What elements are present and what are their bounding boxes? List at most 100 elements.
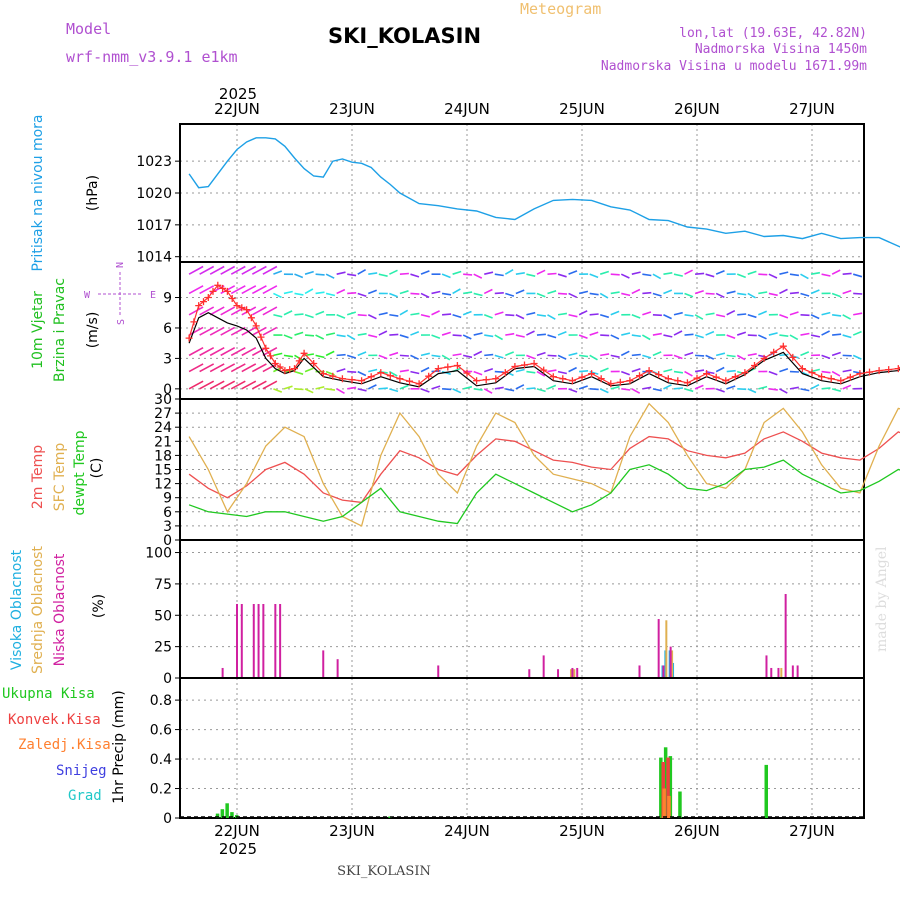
wind-barb (420, 313, 430, 318)
wind-barb (821, 311, 831, 316)
wind-speed-marker (377, 369, 385, 377)
wind-speed-marker (463, 369, 471, 377)
wind-barb (779, 353, 789, 357)
wind-barb (241, 363, 257, 373)
wind-ytick-label: 9 (163, 291, 172, 307)
wind-barb (357, 351, 367, 357)
wind-barb (621, 370, 630, 376)
wind-barb (431, 290, 441, 295)
wind-speed-marker (597, 375, 605, 383)
wind-barb (758, 385, 768, 390)
wind-barb (800, 313, 810, 317)
wind-barb (241, 265, 257, 275)
wind-barb (220, 326, 236, 336)
wind-barb (800, 351, 810, 357)
wind-barb (410, 370, 420, 375)
wind-barb (346, 354, 357, 359)
wind-barb (663, 334, 673, 338)
wind-barb (557, 312, 568, 316)
model-elevation-label: Nadmorska Visina u modelu 1671.99m (601, 59, 867, 74)
wind-barb (241, 380, 257, 390)
temperature-ytick-label: 27 (154, 406, 172, 422)
wind-barb (526, 311, 536, 316)
wind-barb (536, 351, 546, 357)
footer-station: SKI_KOLASIN (337, 864, 431, 879)
wind-barb (641, 334, 651, 341)
wind-speed-marker (406, 377, 413, 385)
wind-barb (367, 314, 377, 320)
wind-speed-marker (252, 322, 260, 330)
wind-speed-marker (453, 362, 461, 369)
wind-barb (347, 292, 357, 295)
pressure-ytick-label: 1023 (136, 154, 172, 170)
precip-panel: 0 0.2 0.4 0.6 0.8 (150, 677, 865, 827)
wind-barb (452, 388, 462, 394)
wind-barb (789, 386, 799, 390)
wind-speed-marker (243, 306, 251, 314)
wind-barb (515, 272, 525, 275)
wind-barb (199, 265, 215, 275)
top-xtick-label: 26JUN (674, 100, 720, 118)
bottom-xtick-label: 26JUN (674, 822, 720, 840)
wind-barb (505, 292, 515, 297)
precip-bar (678, 791, 682, 818)
wind-barb (673, 370, 684, 374)
wind-label-2: Brzina i Pravac (52, 278, 68, 382)
wind-barb (273, 352, 283, 357)
precip-bar (667, 795, 671, 818)
wind-speed-marker (674, 377, 682, 385)
wind-barb (462, 385, 473, 390)
wind-barb (620, 350, 630, 357)
wind-barb (357, 370, 367, 377)
wind-speed-marker (415, 380, 423, 388)
wind-barb (494, 273, 504, 277)
wind-barb (251, 326, 267, 336)
wind-speed-marker (233, 302, 241, 310)
wind-barb (304, 334, 315, 337)
wind-barb (747, 388, 757, 394)
wind-barb (526, 330, 535, 336)
wind-barb (831, 388, 842, 392)
wind-barb (336, 271, 346, 275)
wind-barb (642, 311, 652, 316)
wind-barb (536, 333, 546, 336)
wind-speed-marker (837, 377, 845, 385)
wind-speed-marker (751, 362, 758, 369)
wind-barb (526, 370, 536, 374)
wind-barb (494, 354, 504, 359)
wind-barb (663, 368, 673, 373)
wind-barb (547, 354, 557, 357)
pressure-panel: 1014 1017 1020 1023 (136, 123, 865, 266)
wind-barb (842, 314, 851, 320)
wind-barb (694, 369, 705, 373)
wind-barb (347, 273, 357, 277)
precip-legend-0: Ukupna Kisa (2, 686, 95, 702)
wind-speed-marker (286, 366, 294, 374)
wind-barb (494, 334, 503, 341)
wind-barb (747, 292, 756, 299)
wind-speed-marker (262, 344, 270, 352)
wind-barb (336, 388, 345, 394)
precip-bar (225, 803, 229, 818)
wind-barb (715, 366, 725, 373)
cloud-label-high: Visoka Oblacnost (9, 549, 25, 670)
wind-barb (610, 310, 620, 316)
wind-barb (557, 292, 568, 295)
wind-barb (346, 311, 357, 316)
temp-label-dewpt: dewpt Temp (72, 430, 88, 515)
wind-barb (568, 292, 578, 299)
wind-speed-marker (894, 365, 900, 373)
wind-barb (694, 384, 704, 390)
wind-speed-marker (219, 284, 227, 292)
wind-barb (441, 273, 451, 279)
wind-barb (431, 334, 441, 340)
wind-barb (652, 313, 662, 317)
precip-bar (230, 812, 234, 818)
wind-barb (389, 351, 399, 357)
precip-bar (662, 788, 666, 818)
wind-barb (346, 334, 356, 341)
wind-barb (473, 350, 483, 357)
wind-barb (452, 334, 462, 337)
wind-barb (304, 388, 314, 394)
wind-barb (810, 289, 820, 295)
